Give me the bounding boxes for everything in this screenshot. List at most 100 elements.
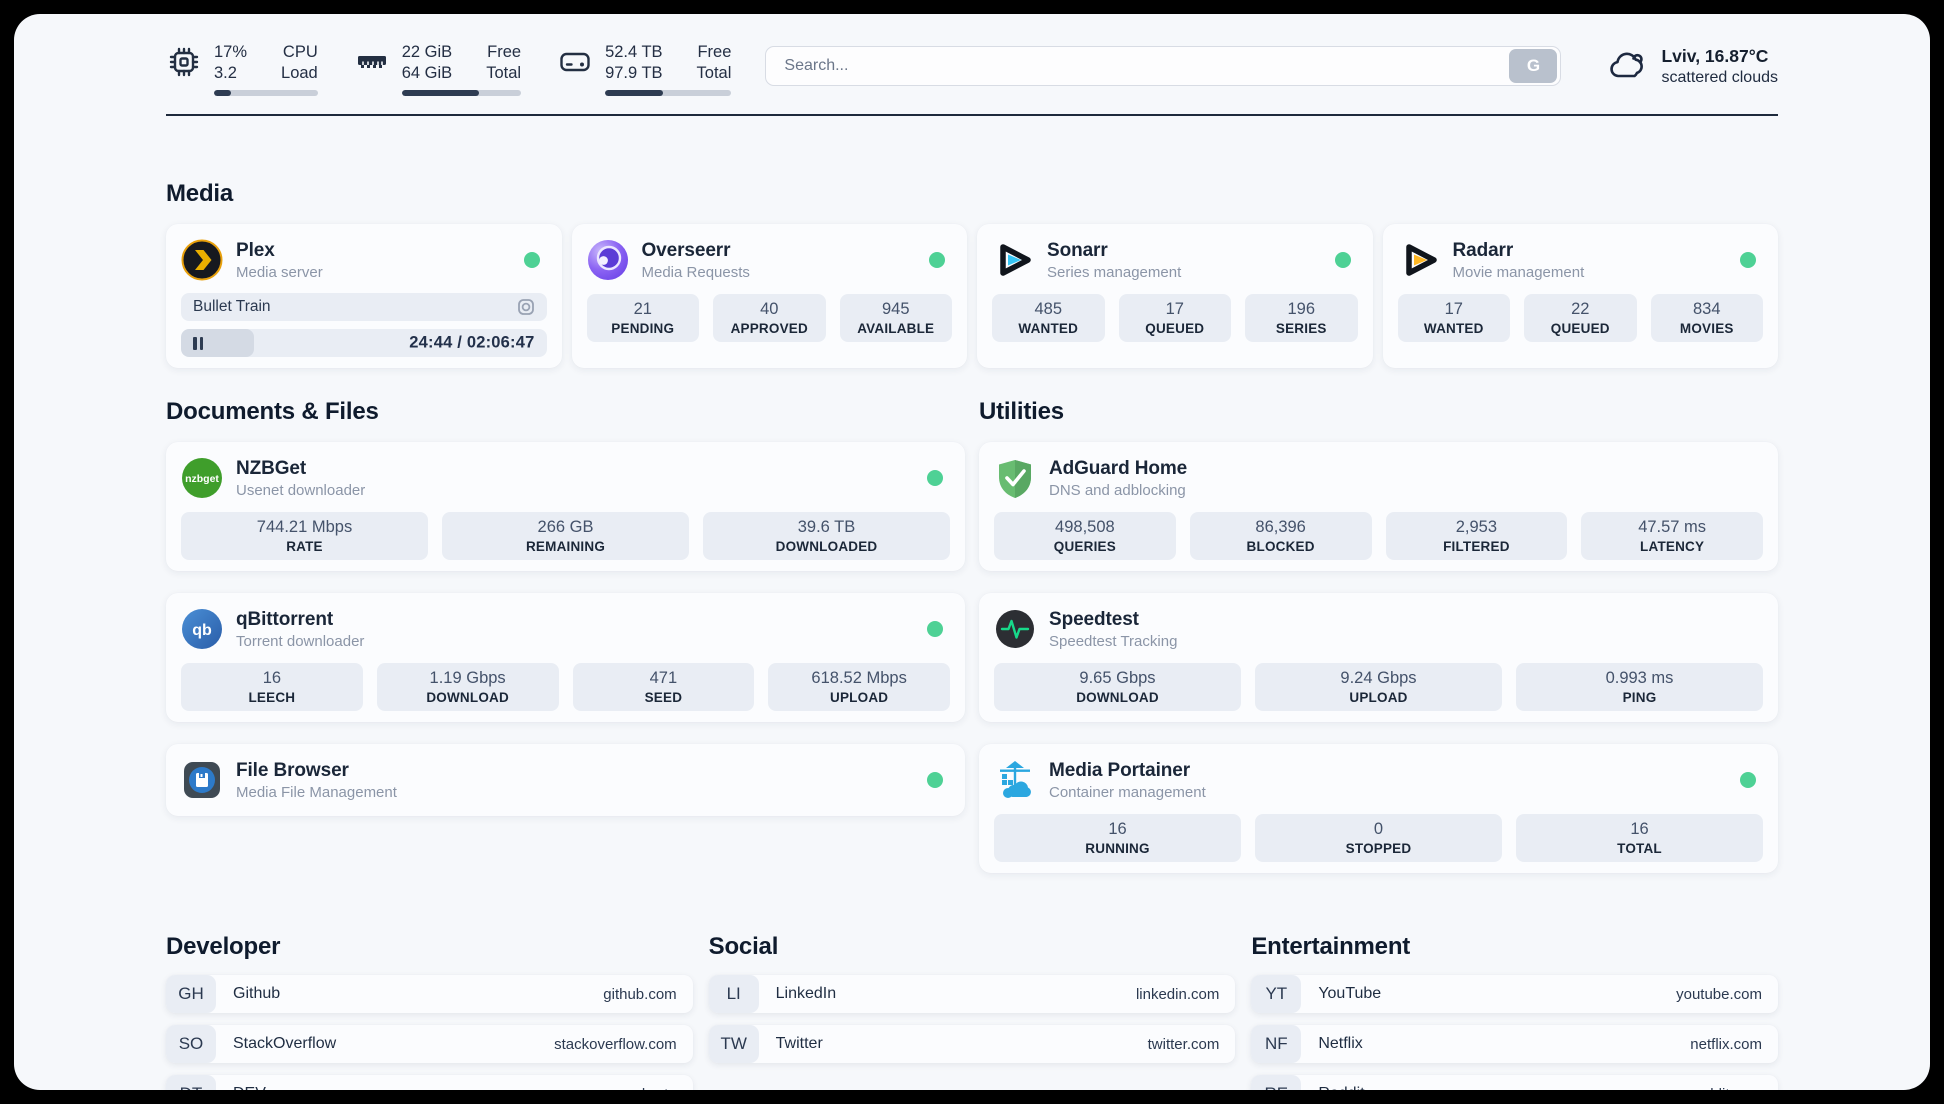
stat-filtered: 2,953 FILTERED	[1385, 512, 1568, 561]
bookmark-abbr: NF	[1251, 1025, 1302, 1064]
cpu-label-bottom: Load	[281, 64, 318, 83]
disk-label-bottom: Total	[696, 64, 732, 83]
header-divider	[166, 114, 1778, 117]
bookmark-linkedin[interactable]: LI LinkedIn linkedin.com	[708, 975, 1236, 1014]
svg-text:nzbget: nzbget	[185, 473, 219, 485]
playback-progress-bar[interactable]: 24:44 / 02:06:47	[181, 329, 547, 358]
app-card-overseerr[interactable]: Overseerr Media Requests 21 PENDING 40 A…	[571, 224, 967, 369]
bookmark-github[interactable]: GH Github github.com	[166, 975, 693, 1014]
ram-free: 22 GiB	[401, 43, 453, 61]
sonarr-icon	[992, 239, 1034, 281]
header: 17% 3.2 CPU Load	[14, 14, 1930, 97]
app-card-radarr[interactable]: Radarr Movie management 17 WANTED 22 QUE…	[1382, 224, 1778, 369]
cloud-icon	[1605, 44, 1649, 88]
stat-upload: 618.52 Mbps UPLOAD	[768, 663, 950, 712]
cpu-progress-bar	[214, 90, 318, 97]
ram-icon	[354, 44, 390, 80]
app-card-plex[interactable]: Plex Media server Bullet Train	[166, 224, 562, 369]
app-name: File Browser	[236, 759, 349, 781]
section-title-developer: Developer	[166, 933, 281, 961]
cpu-label-top: CPU	[282, 43, 318, 61]
search-bar: G	[765, 46, 1562, 86]
stat-queries: 498,508 QUERIES	[994, 512, 1176, 561]
system-stats: 17% 3.2 CPU Load	[166, 42, 732, 97]
disk-stat: 52.4 TB 97.9 TB Free Total	[557, 42, 732, 97]
section-title-media: Media	[166, 180, 234, 208]
stat-rate: 744.21 Mbps RATE	[181, 512, 428, 561]
app-name: AdGuard Home	[1049, 457, 1188, 479]
video-icon[interactable]	[515, 296, 537, 318]
stat-queued: 17 QUEUED	[1118, 294, 1231, 343]
stat-ping: 0.993 ms PING	[1516, 663, 1763, 712]
stat-wanted: 17 WANTED	[1397, 294, 1510, 343]
ram-stat: 22 GiB 64 GiB Free Total	[354, 42, 522, 97]
bookmark-youtube[interactable]: YT YouTube youtube.com	[1251, 975, 1778, 1014]
pause-icon[interactable]	[193, 336, 203, 350]
app-desc: DNS and adblocking	[1049, 481, 1186, 499]
ram-label-top: Free	[487, 43, 522, 61]
stat-available: 945 AVAILABLE	[839, 294, 952, 343]
bookmark-url: reddit.com	[1692, 1086, 1762, 1090]
app-card-portainer[interactable]: Media Portainer Container management 16 …	[979, 744, 1778, 874]
playback-time: 24:44 / 02:06:47	[409, 333, 535, 352]
stat-latency: 47.57 ms LATENCY	[1581, 512, 1763, 561]
filebrowser-icon	[181, 759, 223, 801]
bookmark-stackoverflow[interactable]: SO StackOverflow stackoverflow.com	[166, 1025, 693, 1064]
bookmark-name: YouTube	[1318, 985, 1382, 1003]
app-desc: Movie management	[1452, 263, 1585, 281]
bookmark-abbr: RE	[1251, 1075, 1302, 1090]
app-card-speedtest[interactable]: Speedtest Speedtest Tracking 9.65 Gbps D…	[979, 593, 1778, 723]
app-name: qBittorrent	[236, 608, 334, 630]
status-dot	[1740, 772, 1756, 789]
adguard-icon	[994, 457, 1036, 499]
status-dot	[929, 252, 945, 269]
app-name: NZBGet	[236, 457, 307, 479]
bookmark-url: dev.to	[637, 1086, 677, 1090]
bookmark-name: Reddit	[1318, 1085, 1364, 1090]
status-dot	[927, 470, 943, 487]
app-card-filebrowser[interactable]: File Browser Media File Management	[166, 744, 965, 817]
bookmark-name: DEV	[233, 1085, 266, 1090]
bookmark-twitter[interactable]: TW Twitter twitter.com	[708, 1025, 1236, 1064]
section-title-entertainment: Entertainment	[1251, 933, 1411, 961]
bookmark-abbr: YT	[1251, 975, 1302, 1014]
dashboard-page: 17% 3.2 CPU Load	[14, 14, 1930, 1090]
bookmark-dev[interactable]: DT DEV dev.to	[166, 1075, 693, 1090]
status-dot	[1334, 252, 1351, 269]
bookmark-url: youtube.com	[1676, 985, 1762, 1003]
bookmark-abbr: GH	[166, 975, 216, 1014]
app-card-sonarr[interactable]: Sonarr Series management 485 WANTED 17 Q…	[977, 224, 1373, 369]
portainer-icon	[994, 759, 1036, 801]
disk-label-top: Free	[697, 43, 732, 61]
cpu-stat: 17% 3.2 CPU Load	[166, 42, 318, 97]
app-name: Overseerr	[641, 239, 731, 261]
section-title-social: Social	[708, 933, 779, 961]
search-engine-button[interactable]: G	[1509, 49, 1558, 83]
documents-column: Documents & Files nzbget	[166, 398, 965, 873]
stat-download: 1.19 Gbps DOWNLOAD	[376, 663, 559, 712]
media-grid: Plex Media server Bullet Train	[166, 224, 1778, 369]
svg-text:qb: qb	[192, 622, 212, 639]
status-dot	[927, 621, 943, 638]
bookmark-reddit[interactable]: RE Reddit reddit.com	[1251, 1075, 1778, 1090]
app-card-qbittorrent[interactable]: qb qBittorrent Torrent downloader	[166, 593, 965, 723]
disk-free: 52.4 TB	[605, 43, 663, 61]
section-title-documents: Documents & Files	[166, 398, 379, 426]
search-input[interactable]	[766, 57, 1510, 75]
stat-running: 16 RUNNING	[994, 814, 1241, 863]
stat-wanted: 485 WANTED	[992, 294, 1105, 343]
app-desc: Media File Management	[236, 783, 397, 801]
bookmark-netflix[interactable]: NF Netflix netflix.com	[1251, 1025, 1778, 1064]
stat-blocked: 86,396 BLOCKED	[1189, 512, 1372, 561]
stat-seed: 471 SEED	[572, 663, 755, 712]
weather-condition: scattered clouds	[1661, 68, 1778, 86]
app-desc: Media Requests	[641, 263, 750, 281]
bookmark-name: LinkedIn	[775, 985, 837, 1003]
app-card-adguard[interactable]: AdGuard Home DNS and adblocking 498,508 …	[979, 442, 1778, 572]
nzbget-icon: nzbget	[181, 457, 223, 499]
app-name: Radarr	[1452, 239, 1514, 261]
radarr-icon	[1398, 239, 1440, 281]
weather-location-temp: Lviv, 16.87°C	[1661, 45, 1769, 66]
bookmark-name: StackOverflow	[233, 1035, 337, 1053]
app-card-nzbget[interactable]: nzbget NZBGet Usenet downloader 74	[166, 442, 965, 572]
